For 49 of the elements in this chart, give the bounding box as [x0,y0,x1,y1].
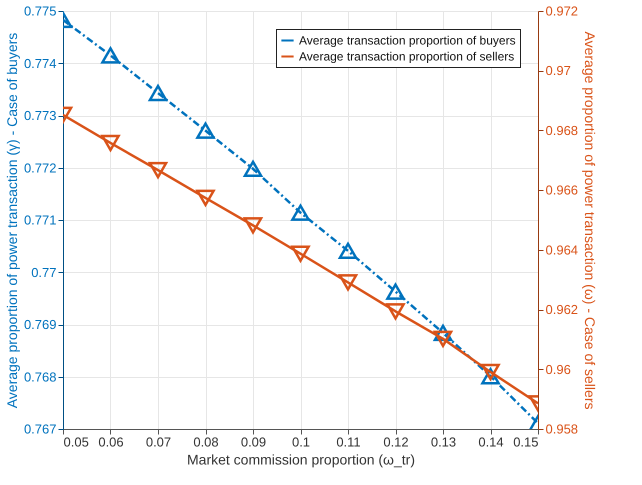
y-tick-label: 0.775 [24,4,56,18]
y-tick-label: 0.771 [24,212,56,228]
x-tick-label: 0.06 [98,434,124,450]
x-tick-label: 0.14 [478,434,504,450]
point [196,122,215,139]
point [291,246,310,262]
y-tick-label: 0.77 [31,264,56,280]
legend-label: Average transaction proportion of sellers [299,50,514,64]
legend-label: Average transaction proportion of buyers [299,34,516,48]
y2-tick-label: 0.97 [546,63,571,78]
point [434,330,452,348]
point [481,364,500,380]
y-tick-label: 0.767 [24,422,56,436]
y2-tick-label: 0.96 [546,362,571,377]
point [291,204,310,221]
point [386,283,405,300]
x-tick-label: 0.15 [513,434,538,450]
y-tick-label: 0.768 [24,369,56,384]
x-axis-title: Market commission proportion (ω_tr) [187,452,415,468]
point [386,303,405,320]
x-tick-label: 0.05 [64,434,89,450]
y2-tick-label: 0.966 [546,182,578,198]
point [101,47,120,64]
y2-tick-label: 0.972 [546,4,578,18]
y2-tick-label: 0.968 [546,122,578,138]
x-tick-label: 0.07 [146,434,172,450]
y-tick-label: 0.773 [24,108,56,123]
x-tick-label: 0.09 [240,434,266,450]
y2-tick-label: 0.962 [546,302,578,318]
x-tick-label: 0.11 [336,434,361,450]
y2-axis-title: Average proportion of power transaction (ω) - Case of sellers [582,32,598,410]
point [244,160,262,178]
y-tick-label: 0.769 [24,317,56,332]
point [101,134,120,152]
x-tick-label: 0.12 [383,434,409,450]
x-tick-label: 0.13 [430,434,456,450]
point [148,162,168,178]
x-tick-label: 0.1 [292,434,310,450]
point [338,274,358,291]
y-tick-label: 0.774 [24,56,56,71]
point [196,190,215,206]
point [338,242,358,260]
y2-tick-label: 0.958 [546,422,578,436]
y-tick-label: 0.772 [24,160,56,176]
y2-tick-label: 0.964 [546,242,578,258]
point [148,84,168,102]
y-axis-title: Average proportion of power transaction (γ) - Case of buyers [4,32,20,408]
point [244,217,262,234]
x-tick-label: 0.08 [193,434,219,450]
